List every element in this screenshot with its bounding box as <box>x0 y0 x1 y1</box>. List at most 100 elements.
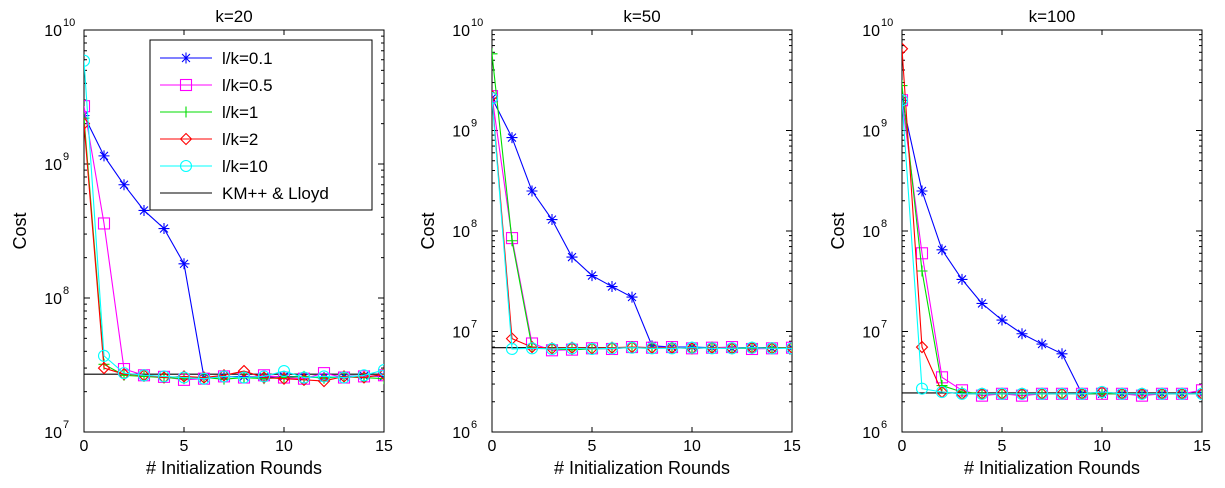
plot-area <box>902 42 1202 402</box>
data-point-l-k-2 <box>217 369 231 382</box>
series-line-l-k-0-5 <box>902 100 1202 397</box>
y-tick-label-base: 10 <box>452 325 470 342</box>
series-l-k-2 <box>84 117 384 388</box>
data-point-l-k-10 <box>565 342 579 355</box>
legend-label: l/k=10 <box>222 157 268 176</box>
y-tick-label-exponent: 7 <box>881 319 887 331</box>
y-tick-label-exponent: 8 <box>881 218 887 230</box>
data-point-l-k-0-1 <box>976 297 988 309</box>
series-l-k-2 <box>492 89 792 355</box>
y-axis-label: Cost <box>828 212 848 249</box>
legend-label: l/k=0.1 <box>222 49 273 68</box>
data-point-l-k-0-1 <box>1056 348 1068 360</box>
data-point-l-k-10 <box>84 54 91 67</box>
x-tick-label: 5 <box>180 438 189 455</box>
y-tick-label-exponent: 6 <box>471 419 477 431</box>
series-l-k-0-5 <box>492 90 792 357</box>
series-line-l-k-2 <box>492 96 792 349</box>
legend-marker-l-k-1 <box>180 106 192 118</box>
data-point-l-k-10 <box>505 342 519 356</box>
data-point-l-k-0-1 <box>916 185 928 197</box>
legend-marker-l-k-10 <box>179 159 193 173</box>
data-point-l-k-10 <box>1035 387 1049 400</box>
legend-box <box>149 39 373 211</box>
data-point-l-k-10 <box>117 367 131 380</box>
legend: l/k=0.1 l/k=0.5 l/k=1 l/k=2 l/k=10 KM++ & Llo… <box>149 39 373 211</box>
y-tick-label-exponent: 8 <box>471 218 477 230</box>
x-tick-label: 0 <box>898 438 907 455</box>
x-tick-label: 10 <box>275 438 293 455</box>
x-axis-label: # Initialization Rounds <box>964 458 1140 478</box>
data-point-l-k-0-5 <box>84 100 91 113</box>
data-point-l-k-0-1 <box>506 132 518 144</box>
data-point-l-k-10 <box>765 342 779 355</box>
data-point-l-k-10 <box>1075 387 1089 400</box>
series-l-k-1 <box>492 48 792 356</box>
y-tick-label-exponent: 6 <box>881 419 887 431</box>
x-tick-label: 15 <box>783 438 801 455</box>
data-point-l-k-10 <box>665 342 679 355</box>
data-point-l-k-10 <box>137 369 151 382</box>
data-point-l-k-0-1 <box>1016 328 1028 340</box>
data-point-l-k-0-5 <box>97 217 111 230</box>
data-point-l-k-2 <box>197 371 211 384</box>
chart-title: k=50 <box>623 7 660 26</box>
data-point-l-k-0-1 <box>118 179 130 191</box>
data-point-l-k-10 <box>525 342 539 355</box>
series-line-l-k-0-1 <box>492 97 792 349</box>
data-point-l-k-0-5 <box>1195 384 1202 397</box>
data-point-l-k-0-5 <box>915 247 929 260</box>
y-tick-label-exponent: 10 <box>471 17 483 29</box>
data-point-l-k-10 <box>725 342 739 355</box>
data-point-l-k-0-1 <box>566 251 578 263</box>
y-tick-label-base: 10 <box>452 124 470 141</box>
data-point-l-k-10 <box>625 341 639 354</box>
data-point-l-k-10 <box>1115 387 1129 400</box>
y-tick-label-exponent: 9 <box>63 151 69 163</box>
plot-area <box>492 48 792 357</box>
y-tick-label-exponent: 8 <box>63 285 69 297</box>
data-point-l-k-10 <box>377 363 384 377</box>
series-l-k-10 <box>492 92 792 356</box>
x-tick-label: 10 <box>1093 438 1111 455</box>
data-point-l-k-0-1 <box>178 258 190 270</box>
data-point-l-k-2 <box>902 42 909 56</box>
x-tick-label: 5 <box>998 438 1007 455</box>
data-point-l-k-10 <box>1175 387 1189 400</box>
legend-label: l/k=1 <box>222 103 258 122</box>
data-point-l-k-10 <box>915 382 929 395</box>
axes-frame <box>491 29 793 433</box>
data-point-l-k-2 <box>915 340 929 354</box>
data-point-l-k-0-1 <box>936 244 948 256</box>
data-point-l-k-10 <box>785 342 792 355</box>
series-l-k-10 <box>84 54 384 385</box>
data-point-l-k-2 <box>377 367 384 381</box>
chart-title: k=20 <box>215 7 252 26</box>
data-point-l-k-10 <box>277 365 291 378</box>
data-point-l-k-10 <box>317 370 331 383</box>
data-point-l-k-2 <box>97 361 111 375</box>
y-tick-label-base: 10 <box>862 23 880 40</box>
y-tick-label-base: 10 <box>862 425 880 442</box>
legend-label: l/k=2 <box>222 130 258 149</box>
data-point-l-k-2 <box>277 372 291 385</box>
data-point-l-k-10 <box>177 371 191 384</box>
chart-title: k=100 <box>1029 7 1076 26</box>
y-tick-label-base: 10 <box>44 23 62 40</box>
x-axis-label: # Initialization Rounds <box>554 458 730 478</box>
y-tick-label-base: 10 <box>44 157 62 174</box>
data-point-l-k-10 <box>1155 387 1169 400</box>
data-point-l-k-10 <box>97 349 111 362</box>
data-point-l-k-2 <box>337 370 351 383</box>
series-line-l-k-10 <box>492 98 792 350</box>
x-tick-label: 10 <box>683 438 701 455</box>
legend-marker-l-k-0-1 <box>180 52 192 64</box>
data-point-l-k-1 <box>378 373 384 385</box>
data-point-l-k-2 <box>117 367 131 381</box>
data-point-l-k-0-1 <box>98 150 110 162</box>
y-axis-label: Cost <box>10 212 30 249</box>
data-point-l-k-1 <box>506 235 518 247</box>
series-line-l-k-10 <box>902 100 1202 395</box>
